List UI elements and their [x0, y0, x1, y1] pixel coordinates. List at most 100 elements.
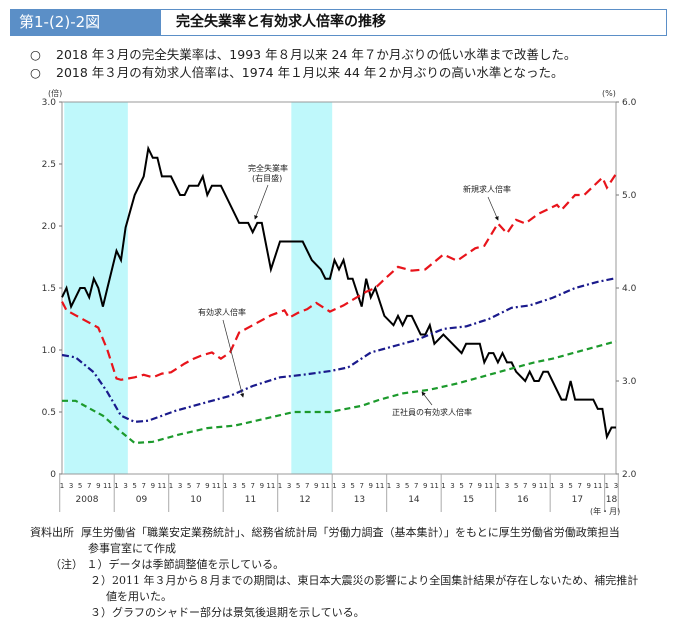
note-item: ２）2011 年３月から８月までの期間は、東日本大震災の影響により全国集計結果が…	[90, 574, 639, 587]
month-tick-label: 5	[187, 482, 191, 490]
month-tick-label: 11	[484, 482, 493, 490]
month-tick-label: 11	[212, 482, 221, 490]
recession-shade	[64, 102, 128, 474]
summary-bullet: ○ 2018 年３月の完全失業率は、1993 年８月以来 24 年７か月ぶりの低い…	[30, 44, 576, 63]
regular-openings-arrow	[421, 391, 433, 406]
month-tick-label: 5	[241, 482, 245, 490]
right-axis-tick-label: 2.0	[622, 470, 637, 480]
month-tick-label: 11	[321, 482, 330, 490]
month-tick-label: 1	[441, 482, 445, 490]
month-tick-label: 3	[123, 482, 127, 490]
month-tick-label: 3	[505, 482, 509, 490]
year-label: 13	[354, 495, 365, 505]
month-tick-label: 7	[142, 482, 146, 490]
series-line-3	[62, 340, 617, 445]
month-tick-label: 7	[250, 482, 254, 490]
new-openings-arrow	[487, 196, 499, 221]
month-tick-label: 3	[341, 482, 345, 490]
x-axis-label: (年・月)	[590, 506, 620, 516]
month-tick-label: 3	[287, 482, 291, 490]
month-tick-label: 9	[532, 482, 536, 490]
month-tick-label: 3	[396, 482, 400, 490]
month-tick-label: 5	[78, 482, 82, 490]
month-tick-label: 3	[178, 482, 182, 490]
month-tick-label: 7	[577, 482, 581, 490]
month-tick-label: 9	[314, 482, 318, 490]
line-chart: 00.51.01.52.02.53.02.03.04.05.06.01 3 5 7 9 1…	[42, 88, 637, 516]
month-tick-label: 3	[614, 482, 618, 490]
left-axis-tick-label: 0	[50, 470, 56, 480]
month-tick-label: 5	[296, 482, 300, 490]
month-tick-label: 1	[550, 482, 554, 490]
month-tick-label: 11	[539, 482, 548, 490]
year-label: 09	[136, 495, 148, 505]
unemployment-label-axis: (右目盛)	[252, 173, 282, 183]
year-label: 18	[606, 495, 618, 505]
month-tick-label: 1	[278, 482, 282, 490]
year-label: 17	[572, 495, 583, 505]
month-tick-label: 5	[459, 482, 463, 490]
month-tick-label: 11	[593, 482, 602, 490]
month-tick-label: 3	[450, 482, 454, 490]
month-tick-label: 7	[414, 482, 418, 490]
left-axis-tick-label: 1.0	[42, 346, 57, 356]
month-tick-label: 7	[196, 482, 200, 490]
month-tick-label: 11	[430, 482, 439, 490]
unemployment-label: 完全失業率	[248, 163, 288, 173]
month-tick-label: 1	[387, 482, 391, 490]
month-tick-label: 9	[151, 482, 155, 490]
month-tick-label: 9	[423, 482, 427, 490]
right-axis-unit: (%)	[602, 89, 616, 98]
figure-title: 完全失業率と有効求人倍率の推移	[176, 14, 386, 30]
month-tick-label: 7	[468, 482, 472, 490]
new-openings-label: 新規求人倍率	[463, 184, 511, 194]
bullet-text: 2018 年３月の完全失業率は、1993 年８月以来 24 年７か月ぶりの低い水…	[56, 47, 577, 62]
month-tick-label: 9	[96, 482, 100, 490]
series-line-2	[61, 277, 617, 424]
plot-frame	[61, 101, 617, 475]
year-label: 12	[299, 495, 310, 505]
month-tick-label: 9	[478, 482, 482, 490]
month-tick-label: 7	[523, 482, 527, 490]
left-axis-tick-label: 3.0	[42, 98, 57, 108]
month-tick-label: 9	[369, 482, 373, 490]
month-tick-label: 1	[332, 482, 336, 490]
month-tick-label: 11	[266, 482, 275, 490]
figure-number: 第1-(2)-2図	[11, 10, 161, 35]
month-tick-label: 11	[157, 482, 166, 490]
month-tick-label: 5	[132, 482, 136, 490]
month-tick-label: 3	[69, 482, 73, 490]
right-axis-tick-label: 6.0	[622, 98, 637, 108]
month-tick-label: 5	[350, 482, 354, 490]
year-label: 15	[463, 495, 474, 505]
month-tick-label: 1	[223, 482, 227, 490]
month-tick-label: 11	[375, 482, 384, 490]
right-axis-tick-label: 3.0	[622, 377, 637, 387]
month-tick-label: 5	[568, 482, 572, 490]
left-axis-unit: (倍)	[48, 88, 62, 98]
month-tick-label: 1	[60, 482, 64, 490]
right-axis-tick-label: 4.0	[622, 284, 637, 294]
openings-ratio-arrow	[222, 319, 245, 398]
notes: 資料出所 厚生労働省「職業安定業務統計」、総務省統計局「労働力調査（基本集計）」…	[30, 525, 638, 621]
month-tick-label: 9	[260, 482, 264, 490]
year-label: 14	[408, 495, 420, 505]
circle-bullet-icon: ○	[30, 47, 41, 62]
note-item: ３）グラフのシャドー部分は景気後退期を示している。	[90, 606, 365, 619]
month-tick-label: 3	[232, 482, 236, 490]
series-line-0	[61, 145, 616, 441]
recession-shade	[291, 102, 333, 474]
month-tick-label: 9	[205, 482, 209, 490]
month-tick-label: 1	[496, 482, 500, 490]
month-tick-label: 7	[359, 482, 363, 490]
month-tick-label: 5	[514, 482, 518, 490]
bullet-text: 2018 年３月の有効求人倍率は、1974 年１月以来 44 年２か月ぶりの高い…	[56, 65, 564, 80]
right-axis-tick-label: 5.0	[622, 191, 637, 201]
source-label: 資料出所	[30, 526, 74, 539]
month-tick-label: 7	[87, 482, 91, 490]
source-text-cont: 参事官室にて作成	[88, 542, 176, 555]
month-tick-label: 11	[103, 482, 112, 490]
month-tick-label: 3	[559, 482, 563, 490]
month-tick-label: 9	[587, 482, 591, 490]
note-item: １）データは季節調整値を示している。	[86, 558, 285, 571]
